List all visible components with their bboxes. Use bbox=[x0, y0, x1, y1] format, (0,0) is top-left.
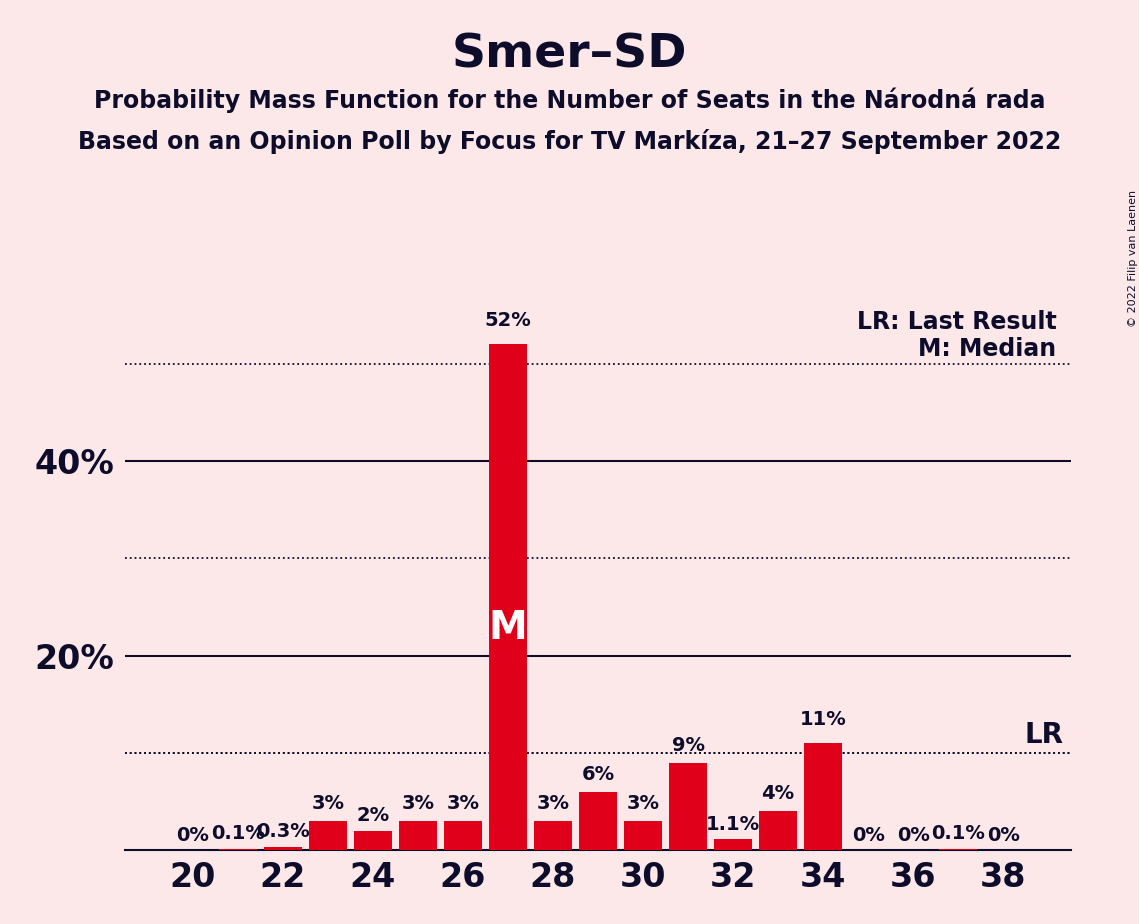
Text: 0%: 0% bbox=[986, 826, 1019, 845]
Text: 0%: 0% bbox=[177, 826, 210, 845]
Text: 3%: 3% bbox=[536, 794, 570, 813]
Text: 0%: 0% bbox=[852, 826, 885, 845]
Bar bbox=[489, 345, 527, 850]
Text: Probability Mass Function for the Number of Seats in the Národná rada: Probability Mass Function for the Number… bbox=[93, 88, 1046, 114]
Bar bbox=[579, 792, 617, 850]
Text: M: M bbox=[489, 609, 527, 647]
Text: Smer–SD: Smer–SD bbox=[452, 32, 687, 78]
Bar bbox=[804, 743, 842, 850]
Text: 0.3%: 0.3% bbox=[256, 822, 310, 842]
Text: 3%: 3% bbox=[446, 794, 480, 813]
Text: 1.1%: 1.1% bbox=[706, 815, 760, 833]
Text: 11%: 11% bbox=[800, 710, 846, 728]
Bar bbox=[759, 811, 797, 850]
Bar bbox=[714, 839, 752, 850]
Text: 52%: 52% bbox=[484, 310, 531, 330]
Bar bbox=[309, 821, 347, 850]
Bar bbox=[354, 831, 392, 850]
Text: 3%: 3% bbox=[626, 794, 659, 813]
Text: 6%: 6% bbox=[581, 765, 615, 784]
Text: Based on an Opinion Poll by Focus for TV Markíza, 21–27 September 2022: Based on an Opinion Poll by Focus for TV… bbox=[77, 129, 1062, 154]
Text: 2%: 2% bbox=[357, 806, 390, 825]
Text: LR: LR bbox=[1025, 721, 1064, 749]
Text: © 2022 Filip van Laenen: © 2022 Filip van Laenen bbox=[1129, 190, 1138, 327]
Text: 4%: 4% bbox=[762, 784, 795, 803]
Bar bbox=[624, 821, 662, 850]
Bar bbox=[399, 821, 437, 850]
Text: 3%: 3% bbox=[311, 794, 344, 813]
Text: 0.1%: 0.1% bbox=[932, 824, 985, 844]
Bar bbox=[669, 762, 707, 850]
Text: 3%: 3% bbox=[401, 794, 434, 813]
Bar bbox=[444, 821, 482, 850]
Text: M: Median: M: Median bbox=[918, 337, 1057, 361]
Text: 0%: 0% bbox=[896, 826, 929, 845]
Bar bbox=[264, 847, 302, 850]
Bar bbox=[939, 849, 977, 850]
Text: 0.1%: 0.1% bbox=[211, 824, 264, 844]
Text: LR: Last Result: LR: Last Result bbox=[857, 310, 1057, 334]
Bar bbox=[534, 821, 572, 850]
Text: 9%: 9% bbox=[672, 736, 705, 755]
Bar bbox=[219, 849, 257, 850]
